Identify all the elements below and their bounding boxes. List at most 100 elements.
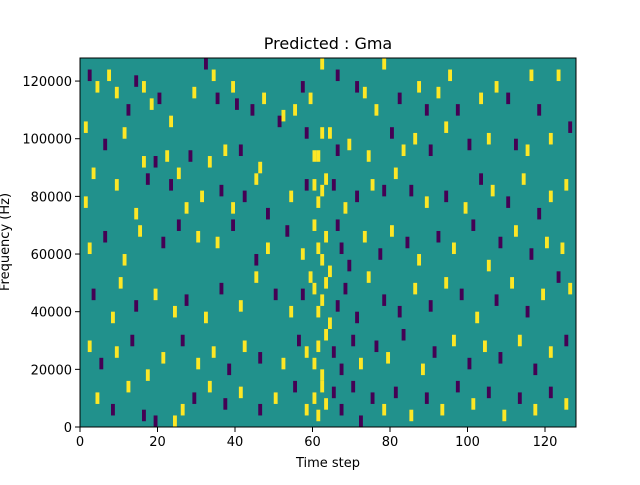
heatmap-cell xyxy=(370,179,375,191)
heatmap-cell xyxy=(300,81,305,93)
heatmap-cell xyxy=(471,398,476,410)
heatmap-cell xyxy=(393,386,398,399)
heatmap-cell xyxy=(564,334,569,347)
heatmap-cell xyxy=(351,380,356,393)
heatmap-cell xyxy=(335,219,340,231)
y-tick-label: 80000 xyxy=(31,190,72,205)
heatmap-cell xyxy=(424,104,429,116)
heatmap-cell xyxy=(328,127,332,139)
heatmap-cell xyxy=(413,282,418,295)
heatmap-cell xyxy=(514,138,518,151)
heatmap-cell xyxy=(254,254,259,266)
heatmap-cell xyxy=(444,121,449,133)
heatmap-cell xyxy=(215,92,220,105)
heatmap-cell xyxy=(180,403,185,416)
heatmap-cell xyxy=(95,392,100,404)
heatmap-cell xyxy=(285,225,290,237)
heatmap-cell xyxy=(355,311,360,324)
heatmap-cell xyxy=(118,277,123,289)
heatmap-cell xyxy=(525,305,530,318)
heatmap-cell xyxy=(479,92,484,105)
heatmap-cell xyxy=(180,334,185,347)
heatmap-cell xyxy=(235,98,239,110)
heatmap-cell xyxy=(529,69,534,82)
heatmap-cell xyxy=(320,369,325,381)
heatmap-cells xyxy=(83,58,573,427)
heatmap-cell xyxy=(471,219,476,231)
heatmap-cell xyxy=(486,132,491,145)
heatmap-cell xyxy=(529,248,534,260)
heatmap-cell xyxy=(312,392,317,404)
heatmap-cell xyxy=(107,69,112,82)
heatmap-cell xyxy=(359,415,363,427)
heatmap-cell xyxy=(173,415,177,427)
heatmap-cell xyxy=(176,167,181,180)
heatmap-cell xyxy=(316,305,321,318)
heatmap-cell xyxy=(316,242,321,255)
heatmap-cell xyxy=(173,305,177,318)
heatmap-cell xyxy=(359,357,363,370)
heatmap-cell xyxy=(320,127,325,139)
heatmap-cell xyxy=(436,86,441,99)
y-tick-label: 0 xyxy=(64,421,72,436)
heatmap-cell xyxy=(99,357,104,370)
heatmap-cell xyxy=(324,173,329,185)
heatmap-cell xyxy=(339,242,344,255)
heatmap-cell xyxy=(455,380,460,393)
heatmap-cell xyxy=(335,144,340,157)
y-tick-label: 40000 xyxy=(31,306,72,321)
heatmap-cell xyxy=(564,398,569,410)
heatmap-cell xyxy=(397,92,402,105)
heatmap-cell xyxy=(568,121,573,133)
y-tick-label: 120000 xyxy=(22,75,72,90)
heatmap-cell xyxy=(312,282,317,295)
heatmap-cell xyxy=(440,403,445,416)
heatmap-cell xyxy=(382,403,387,416)
heatmap-cell xyxy=(390,225,394,237)
heatmap-cell xyxy=(122,127,127,139)
heatmap-cell xyxy=(521,173,526,185)
heatmap-cell xyxy=(421,363,425,376)
heatmap-cell xyxy=(374,104,379,116)
heatmap-cell xyxy=(300,248,305,260)
heatmap-cell xyxy=(134,75,139,87)
heatmap-cell xyxy=(328,317,332,329)
heatmap-cell xyxy=(479,173,484,185)
heatmap-cell xyxy=(525,144,530,157)
heatmap-cell xyxy=(87,340,92,353)
heatmap-cell xyxy=(486,259,491,272)
heatmap-cell xyxy=(366,271,371,283)
heatmap-cell xyxy=(223,144,228,157)
heatmap-cell xyxy=(258,161,263,174)
heatmap-cell xyxy=(111,403,115,416)
heatmap-cell xyxy=(227,363,232,376)
heatmap-cell xyxy=(87,69,92,82)
heatmap-cell xyxy=(312,179,317,191)
heatmap-cell xyxy=(297,334,301,347)
heatmap-cell xyxy=(401,328,406,341)
heatmap-cell xyxy=(324,328,329,341)
heatmap-cell xyxy=(231,219,236,231)
heatmap-cell xyxy=(153,288,158,301)
heatmap-cell xyxy=(355,190,360,203)
heatmap-cell xyxy=(281,357,286,370)
heatmap-cell xyxy=(417,81,422,93)
heatmap-cell xyxy=(424,196,429,208)
heatmap-cell xyxy=(145,369,150,381)
heatmap-cell xyxy=(444,190,449,203)
heatmap-cell xyxy=(362,230,367,243)
heatmap-cell xyxy=(366,150,371,162)
heatmap-cell xyxy=(320,58,325,70)
heatmap-cell xyxy=(320,294,325,306)
heatmap-cell xyxy=(316,409,321,422)
heatmap-cell xyxy=(126,380,131,393)
heatmap-cell xyxy=(556,271,561,283)
x-tick-label: 120 xyxy=(533,435,558,450)
heatmap-cell xyxy=(289,190,294,203)
heatmap-cell xyxy=(428,300,433,312)
heatmap-cell xyxy=(169,115,174,128)
heatmap-cell xyxy=(196,230,201,243)
heatmap-cell xyxy=(231,81,236,93)
heatmap-cell xyxy=(339,363,344,376)
heatmap-cell xyxy=(382,58,387,70)
